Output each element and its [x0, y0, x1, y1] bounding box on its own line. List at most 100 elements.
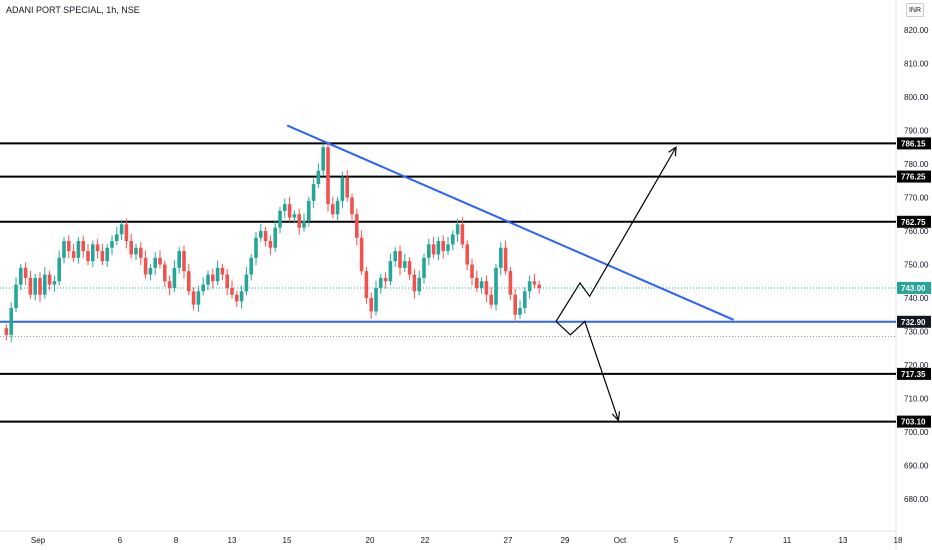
y-tick-label: 770.00 [904, 194, 929, 203]
x-tick-label: 20 [366, 536, 375, 545]
candle-body [86, 251, 90, 262]
candle [191, 287, 196, 311]
candle [33, 273, 37, 301]
candle [225, 268, 229, 296]
x-tick-label: 15 [283, 536, 292, 545]
candle [465, 240, 469, 271]
current-price-badge [897, 281, 931, 294]
candle-body [19, 267, 23, 285]
candle-body [494, 267, 498, 305]
x-tick-label: 5 [674, 536, 679, 545]
candle [484, 275, 489, 303]
candle [287, 196, 292, 222]
candle-body [244, 274, 249, 292]
candle [455, 218, 460, 242]
candle [431, 237, 436, 259]
candle-body [278, 210, 282, 228]
candle-body [235, 294, 239, 302]
candle-body [52, 281, 57, 285]
candle [76, 237, 81, 264]
candle-body [412, 274, 417, 292]
trend-line [286, 124, 734, 321]
x-tick-label: 22 [421, 536, 430, 545]
candle [57, 250, 61, 286]
candle [451, 230, 455, 251]
candle-body [316, 170, 321, 185]
candle-body [475, 277, 479, 288]
level-label: 717.35 [901, 370, 926, 379]
candle [446, 237, 450, 256]
candle-body [163, 264, 167, 282]
candle [163, 260, 167, 287]
candle-body [287, 204, 292, 218]
candle [292, 210, 297, 224]
currency-button[interactable]: INR [906, 3, 924, 17]
candle [475, 270, 479, 292]
price-axis: 820.00 810.00 800.00 790.00 780.00 770.00 760.… [904, 26, 929, 504]
candle [220, 263, 225, 281]
level-badge [897, 367, 931, 380]
candle-body [508, 271, 513, 295]
candle-body [201, 284, 205, 292]
candle [43, 267, 47, 299]
candle-body [273, 227, 277, 248]
candle [187, 263, 191, 296]
candle-body [513, 294, 517, 315]
y-tick-label: 760.00 [904, 227, 929, 236]
candle [23, 262, 28, 286]
y-tick-label: 730.00 [904, 328, 929, 337]
candle [196, 285, 201, 313]
candle-body [119, 224, 124, 235]
x-tick-label: Sep [31, 536, 46, 545]
level-badge [897, 415, 931, 428]
candle-body [191, 291, 196, 305]
candle-body [321, 147, 325, 171]
horizontal-levels: 786.15 776.25 762.75 732.90 717.35 703.10 743.… [0, 137, 931, 428]
candle [9, 302, 13, 343]
candle [316, 163, 321, 189]
candle [19, 263, 23, 291]
candle-body [62, 241, 66, 258]
candle-body [383, 277, 388, 282]
candle-body [465, 244, 469, 265]
candle [383, 272, 388, 289]
candle [28, 270, 33, 299]
candle [158, 250, 162, 269]
candle [201, 277, 205, 296]
candle-body [14, 284, 18, 309]
projection-up-path [555, 146, 677, 322]
projection-down-path [555, 320, 619, 421]
candle [172, 260, 177, 292]
candle [153, 252, 157, 276]
candle-body [172, 267, 177, 288]
level-label: 732.90 [901, 318, 926, 327]
y-tick-label: 700.00 [904, 428, 929, 437]
level-label: 703.10 [901, 418, 926, 427]
candle [470, 258, 474, 286]
candle-body [215, 267, 220, 282]
candle-body [359, 237, 364, 272]
candle [62, 237, 66, 264]
candle [518, 300, 522, 319]
candle [412, 268, 417, 299]
candle-body [436, 241, 441, 255]
candle [436, 237, 441, 261]
y-tick-label: 680.00 [904, 495, 929, 504]
candle-body [398, 251, 402, 268]
level-label: 786.15 [901, 139, 926, 148]
y-tick-label: 740.00 [904, 294, 929, 303]
level-badge [897, 215, 931, 228]
candle-body [268, 241, 273, 248]
candle-body [388, 261, 393, 282]
candle [254, 232, 258, 266]
candle-body [47, 274, 52, 285]
candle [503, 240, 508, 276]
x-tick-label: 8 [174, 536, 179, 545]
candle-body [470, 264, 474, 278]
candle-body [499, 247, 503, 268]
candle [86, 243, 90, 266]
candle [307, 196, 311, 227]
candle [182, 245, 186, 279]
candle-body [148, 267, 153, 275]
